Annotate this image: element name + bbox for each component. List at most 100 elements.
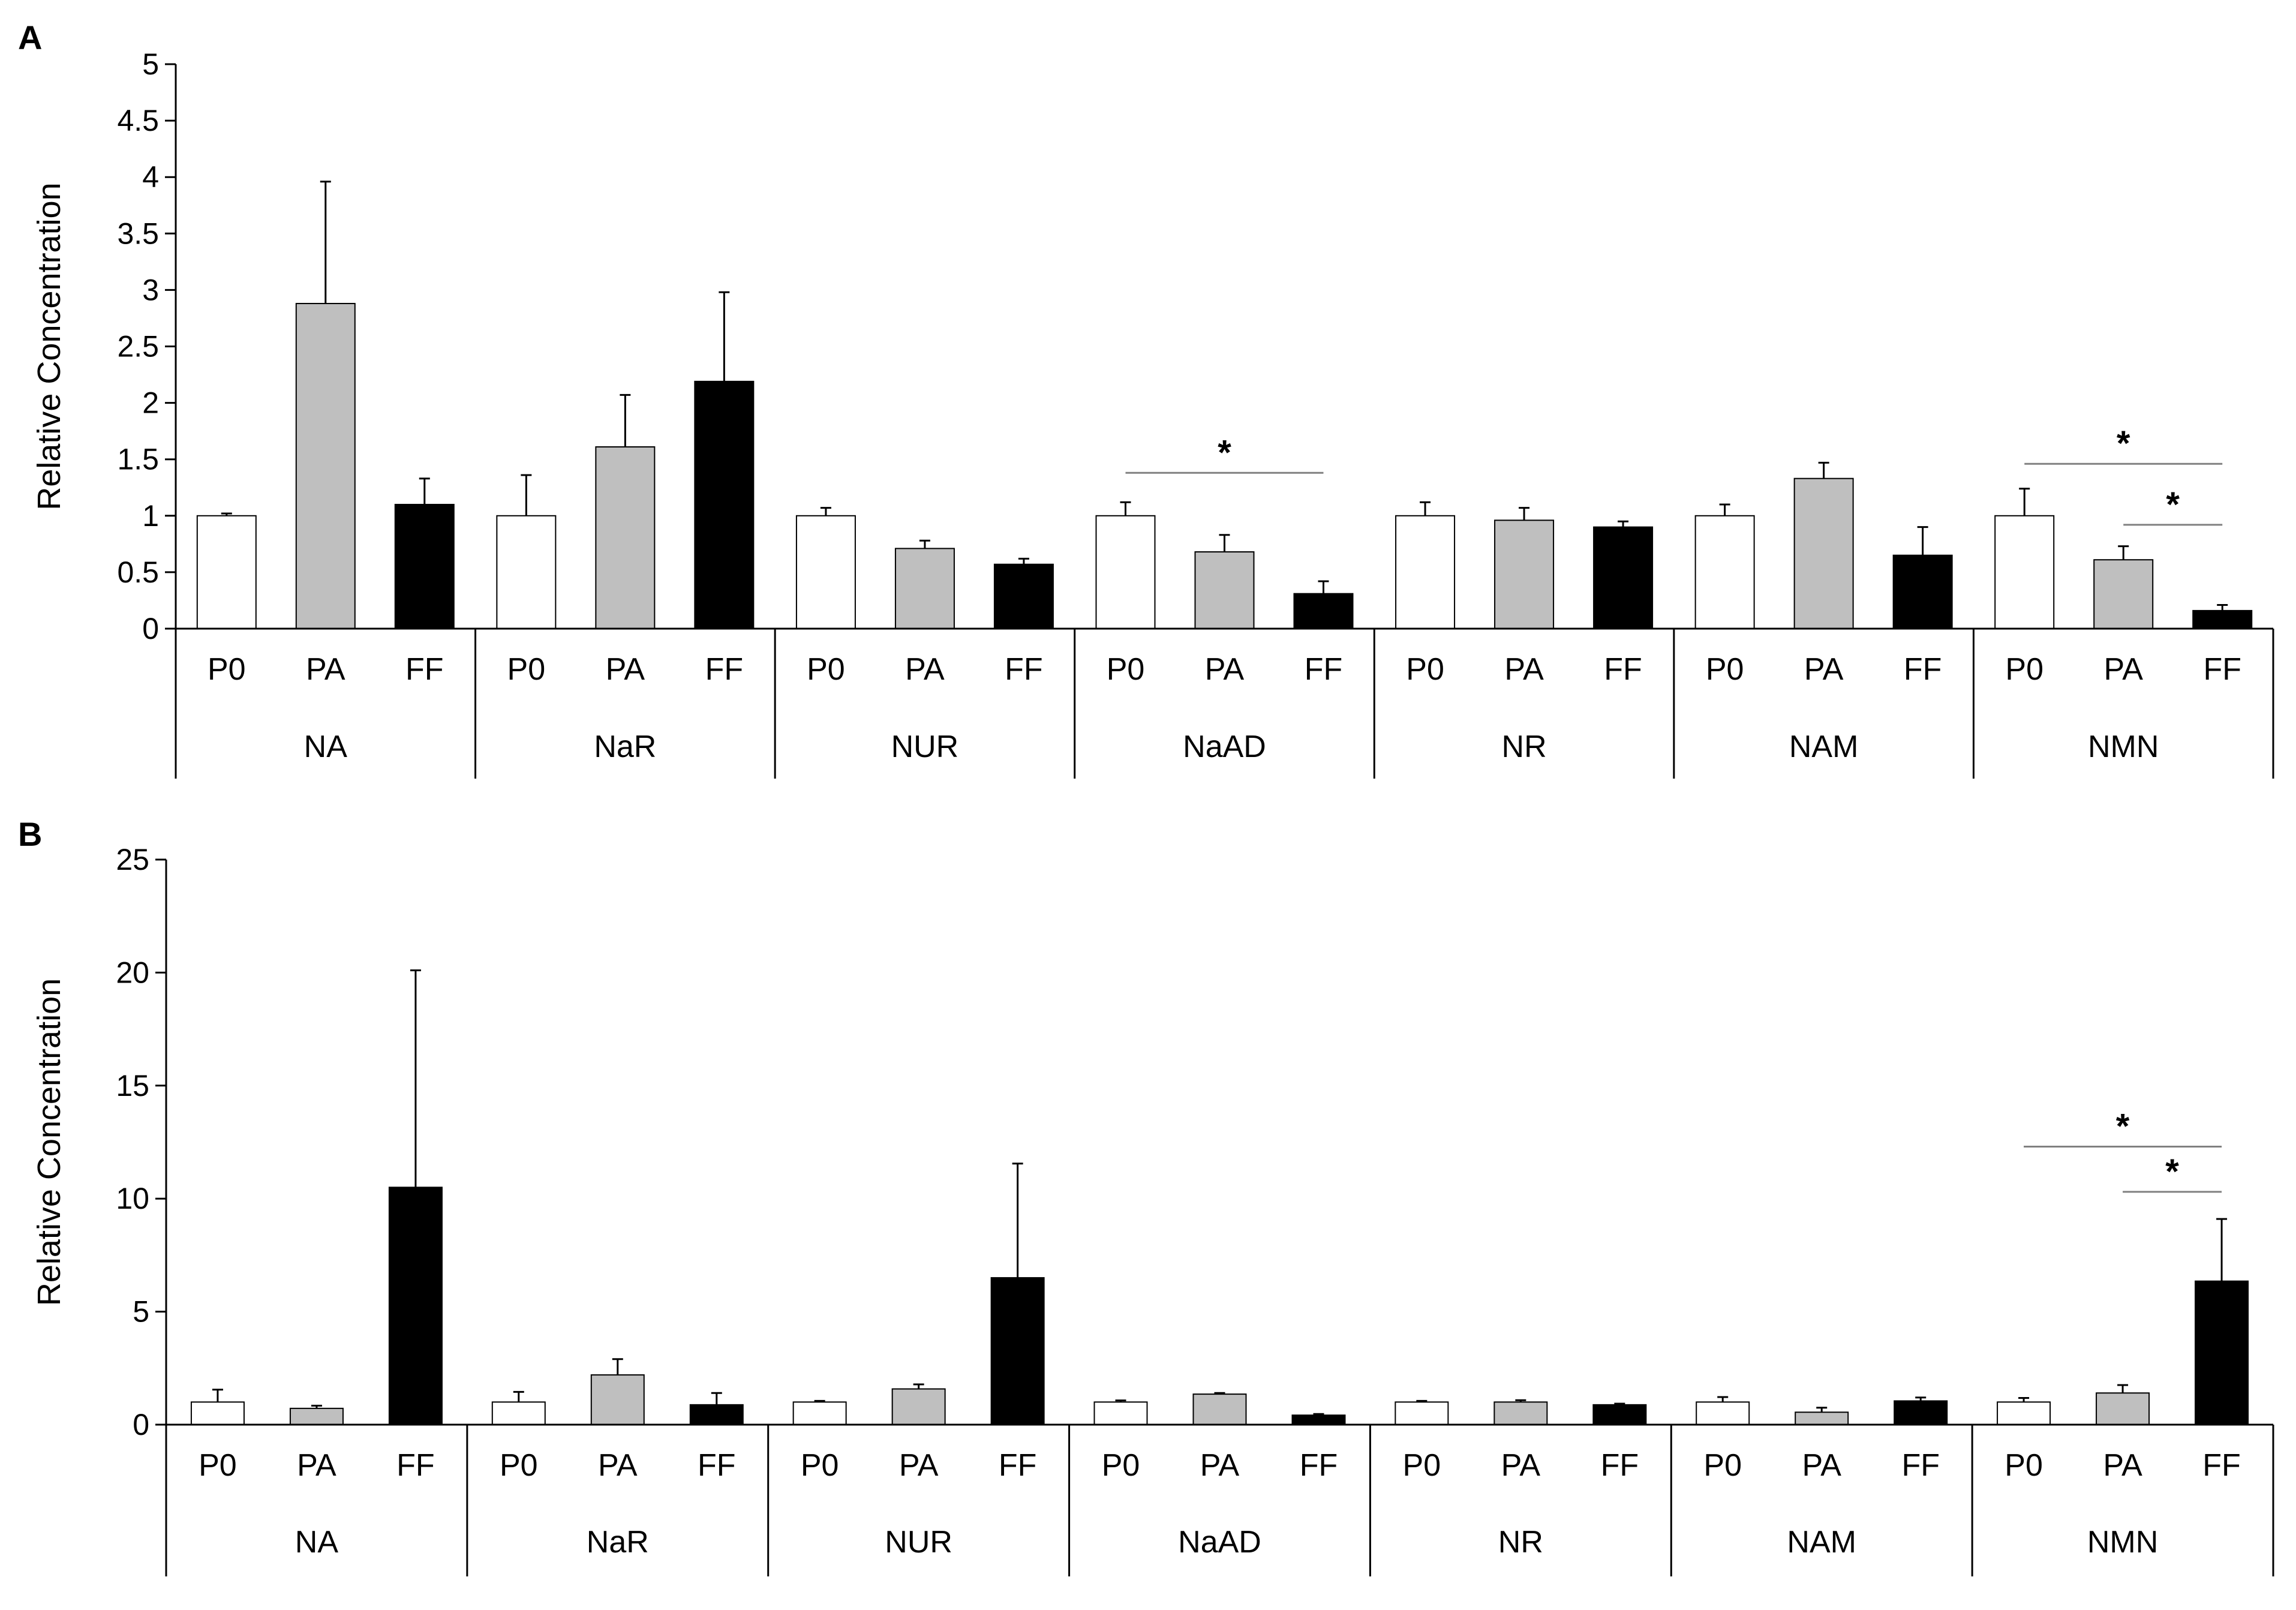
group-label: NMN — [2087, 1525, 2158, 1560]
condition-label: PA — [1200, 1448, 1240, 1483]
bar-pa-nmn — [2093, 559, 2154, 629]
condition-label: FF — [396, 1448, 435, 1483]
group-label: NaR — [594, 729, 656, 764]
y-tick-label: 0 — [133, 1408, 149, 1441]
y-axis-title: Relative Concentration — [31, 978, 67, 1306]
y-tick-label: 10 — [116, 1182, 149, 1215]
condition-label: PA — [598, 1448, 638, 1483]
bar-ff-nam — [1892, 554, 1953, 629]
group-label: NA — [295, 1525, 339, 1560]
bar-ff-naad — [1293, 593, 1354, 630]
group-label: NaAD — [1178, 1525, 1261, 1560]
bar-pa-nar — [595, 446, 656, 629]
condition-label: P0 — [208, 652, 246, 687]
bar-ff-nur — [993, 563, 1054, 630]
bar-p0-nmn — [1994, 515, 2055, 629]
y-tick-label: 1 — [142, 499, 159, 533]
panel-label: B — [18, 815, 42, 853]
bar-pa-na — [289, 1407, 344, 1425]
y-tick-label: 20 — [116, 956, 149, 989]
bar-ff-nmn — [2192, 609, 2253, 629]
bar-pa-naad — [1192, 1393, 1247, 1426]
panel-a-chart: A Relative Concentration 0 0.5 1 1.5 2 2.5 3 3.5 4… — [18, 19, 2274, 779]
bar-pa-naad — [1194, 551, 1255, 629]
condition-label: PA — [297, 1448, 336, 1483]
group-label: NUR — [885, 1525, 952, 1560]
condition-label: P0 — [500, 1448, 538, 1483]
significance-star: * — [2165, 1152, 2179, 1191]
y-tick-label: 1.5 — [117, 443, 159, 476]
group-label: NAM — [1789, 729, 1859, 764]
bar-ff-na — [394, 503, 455, 629]
bar-p0-nur — [792, 1401, 847, 1426]
condition-label: FF — [1005, 652, 1043, 687]
bar-p0-nar — [491, 1401, 546, 1426]
group-label: NA — [304, 729, 348, 764]
bar-ff-nr — [1593, 526, 1654, 629]
condition-label: FF — [705, 652, 744, 687]
bar-pa-nur — [891, 1388, 946, 1425]
bar-pa-nam — [1795, 1411, 1849, 1425]
group-label: NUR — [891, 729, 959, 764]
significance-star: * — [2117, 424, 2130, 463]
condition-label: P0 — [1107, 652, 1145, 687]
condition-label: FF — [405, 652, 444, 687]
y-tick-label: 2 — [142, 386, 159, 420]
significance-star: * — [1218, 433, 1231, 472]
condition-label: PA — [1802, 1448, 1841, 1483]
bar-p0-nr — [1395, 1401, 1449, 1426]
bar-ff-na — [388, 1187, 443, 1425]
bar-ff-nar — [689, 1404, 744, 1425]
condition-label: PA — [606, 652, 645, 687]
condition-label: PA — [905, 652, 945, 687]
condition-label: FF — [1305, 652, 1343, 687]
bar-p0-nar — [496, 515, 557, 629]
y-tick-label: 0.5 — [117, 555, 159, 589]
condition-label: FF — [1300, 1448, 1338, 1483]
condition-label: P0 — [1703, 1448, 1742, 1483]
condition-label: PA — [306, 652, 345, 687]
bar-pa-na — [295, 302, 356, 629]
bar-p0-naad — [1093, 1401, 1148, 1426]
bar-ff-nar — [694, 380, 755, 629]
y-axis-title: Relative Concentration — [31, 182, 67, 510]
condition-label: FF — [698, 1448, 736, 1483]
y-tick-label: 0 — [142, 612, 159, 645]
bar-ff-nr — [1592, 1404, 1647, 1425]
condition-label: P0 — [2005, 1448, 2043, 1483]
condition-label: P0 — [1403, 1448, 1441, 1483]
panel-label: A — [18, 19, 42, 56]
bar-ff-nur — [990, 1277, 1045, 1426]
condition-label: PA — [1205, 652, 1245, 687]
bar-p0-na — [196, 515, 257, 629]
bar-pa-nar — [590, 1374, 645, 1426]
y-tick-label: 4 — [142, 160, 159, 194]
group-label: NaAD — [1183, 729, 1266, 764]
bar-p0-naad — [1095, 515, 1156, 629]
y-tick-label: 3.5 — [117, 217, 159, 250]
bar-pa-nmn — [2096, 1392, 2150, 1426]
group-label: NaR — [587, 1525, 649, 1560]
group-label: NR — [1498, 1525, 1543, 1560]
bar-pa-nr — [1493, 1401, 1548, 1426]
bar-ff-nam — [1894, 1400, 1948, 1426]
condition-label: FF — [1604, 652, 1642, 687]
bar-p0-nam — [1694, 515, 1755, 629]
condition-label: FF — [1901, 1448, 1940, 1483]
group-label: NR — [1502, 729, 1547, 764]
condition-label: PA — [2103, 652, 2143, 687]
bar-p0-nmn — [1997, 1401, 2051, 1426]
bar-ff-nmn — [2195, 1280, 2249, 1425]
condition-label: FF — [1601, 1448, 1639, 1483]
condition-label: PA — [2103, 1448, 2142, 1483]
condition-label: P0 — [507, 652, 546, 687]
condition-label: FF — [2203, 652, 2241, 687]
y-tick-label: 25 — [116, 843, 149, 876]
panel-b-chart: B Relative Concentration 0 5 10 15 20 25 P0 PA FF N… — [18, 815, 2274, 1576]
y-tick-label: 5 — [133, 1295, 149, 1329]
condition-label: P0 — [1706, 652, 1744, 687]
condition-label: P0 — [807, 652, 845, 687]
condition-label: PA — [1804, 652, 1844, 687]
bar-pa-nr — [1494, 519, 1555, 629]
